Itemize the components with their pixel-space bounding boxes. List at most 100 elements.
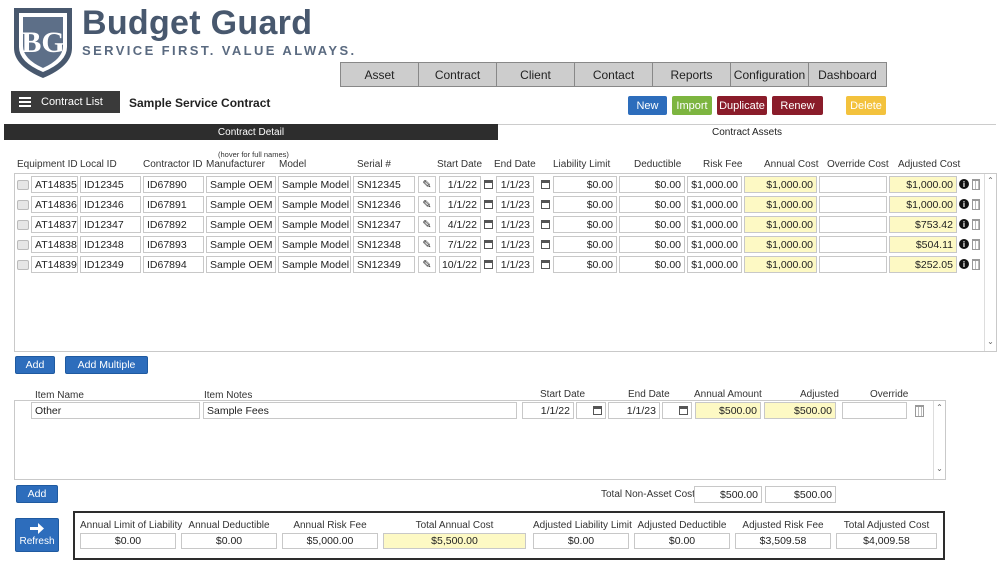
asset-cell-equipment-id[interactable]: AT14837 <box>31 216 78 233</box>
asset-cell-contractor-id[interactable]: ID67894 <box>143 256 204 273</box>
nav-tab-contact[interactable]: Contact <box>574 62 652 87</box>
calendar-icon[interactable] <box>541 180 550 189</box>
asset-cell-override[interactable] <box>819 176 887 193</box>
asset-cell-model[interactable]: Sample Model <box>278 256 351 273</box>
asset-cell-serial[interactable]: SN12347 <box>353 216 415 233</box>
edit-pencil-icon[interactable]: ✎ <box>418 236 436 253</box>
scroll-down-icon[interactable]: ⌄ <box>987 337 994 346</box>
asset-cell-local-id[interactable]: ID12347 <box>80 216 141 233</box>
asset-cell-equipment-id[interactable]: AT14838 <box>31 236 78 253</box>
duplicate-button[interactable]: Duplicate <box>717 96 767 115</box>
delete-button[interactable]: Delete <box>846 96 886 115</box>
date-picker-button[interactable] <box>576 402 606 419</box>
asset-cell-adjusted[interactable]: $753.42 <box>889 216 957 233</box>
asset-cell-deductible[interactable]: $0.00 <box>619 196 685 213</box>
nav-tab-asset[interactable]: Asset <box>340 62 418 87</box>
refresh-button[interactable]: Refresh <box>15 518 59 552</box>
tab-contract-detail[interactable]: Contract Detail <box>4 124 498 140</box>
asset-cell-local-id[interactable]: ID12349 <box>80 256 141 273</box>
fee-table-scrollbar[interactable]: ⌃ ⌄ <box>933 401 945 479</box>
nav-tab-configuration[interactable]: Configuration <box>730 62 808 87</box>
calendar-icon[interactable] <box>541 260 550 269</box>
asset-cell-end[interactable]: 1/1/23 <box>496 176 534 193</box>
asset-cell-adjusted[interactable]: $1,000.00 <box>889 196 957 213</box>
add-asset-button[interactable]: Add <box>15 356 55 374</box>
asset-cell-manufacturer[interactable]: Sample OEM <box>206 216 276 233</box>
edit-pencil-icon[interactable]: ✎ <box>418 216 436 233</box>
contract-list-button[interactable]: Contract List <box>11 91 120 113</box>
row-select-icon[interactable] <box>17 260 29 270</box>
asset-cell-annual[interactable]: $1,000.00 <box>744 236 817 253</box>
scroll-up-icon[interactable]: ⌃ <box>987 176 994 185</box>
trash-icon[interactable] <box>972 199 980 210</box>
calendar-icon[interactable] <box>484 220 493 229</box>
asset-cell-annual[interactable]: $1,000.00 <box>744 216 817 233</box>
asset-cell-end[interactable]: 1/1/23 <box>496 256 534 273</box>
nav-tab-reports[interactable]: Reports <box>652 62 730 87</box>
row-select-icon[interactable] <box>17 200 29 210</box>
asset-cell-risk-fee[interactable]: $1,000.00 <box>687 216 742 233</box>
nav-tab-contract[interactable]: Contract <box>418 62 496 87</box>
asset-cell-risk-fee[interactable]: $1,000.00 <box>687 256 742 273</box>
asset-cell-serial[interactable]: SN12348 <box>353 236 415 253</box>
trash-icon[interactable] <box>972 239 980 250</box>
row-select-icon[interactable] <box>17 220 29 230</box>
asset-cell-local-id[interactable]: ID12348 <box>80 236 141 253</box>
asset-cell-start[interactable]: 4/1/22 <box>439 216 481 233</box>
asset-cell-annual[interactable]: $1,000.00 <box>744 256 817 273</box>
edit-pencil-icon[interactable]: ✎ <box>418 256 436 273</box>
calendar-icon[interactable] <box>541 220 550 229</box>
asset-cell-override[interactable] <box>819 196 887 213</box>
trash-icon[interactable] <box>972 179 980 190</box>
renew-button[interactable]: Renew <box>772 96 823 115</box>
trash-icon[interactable] <box>972 259 980 270</box>
asset-cell-annual[interactable]: $1,000.00 <box>744 196 817 213</box>
asset-cell-risk-fee[interactable]: $1,000.00 <box>687 176 742 193</box>
calendar-icon[interactable] <box>541 240 550 249</box>
asset-cell-model[interactable]: Sample Model <box>278 176 351 193</box>
fee-cell-name[interactable]: Other <box>31 402 200 419</box>
fee-cell-annual[interactable]: $500.00 <box>695 402 761 419</box>
asset-cell-adjusted[interactable]: $1,000.00 <box>889 176 957 193</box>
asset-cell-manufacturer[interactable]: Sample OEM <box>206 236 276 253</box>
asset-cell-equipment-id[interactable]: AT14835 <box>31 176 78 193</box>
add-multiple-button[interactable]: Add Multiple <box>65 356 148 374</box>
asset-cell-adjusted[interactable]: $252.05 <box>889 256 957 273</box>
asset-cell-deductible[interactable]: $0.00 <box>619 256 685 273</box>
asset-cell-contractor-id[interactable]: ID67890 <box>143 176 204 193</box>
asset-table-scrollbar[interactable]: ⌃ ⌄ <box>984 174 996 351</box>
info-icon[interactable]: i <box>959 259 969 269</box>
asset-cell-liability[interactable]: $0.00 <box>553 196 617 213</box>
calendar-icon[interactable] <box>484 260 493 269</box>
fee-cell-notes[interactable]: Sample Fees <box>203 402 517 419</box>
scroll-up-icon[interactable]: ⌃ <box>936 403 943 412</box>
asset-cell-start[interactable]: 10/1/22 <box>439 256 481 273</box>
new-button[interactable]: New <box>628 96 667 115</box>
asset-cell-serial[interactable]: SN12349 <box>353 256 415 273</box>
trash-icon[interactable] <box>972 219 980 230</box>
calendar-icon[interactable] <box>484 180 493 189</box>
asset-cell-local-id[interactable]: ID12346 <box>80 196 141 213</box>
asset-cell-adjusted[interactable]: $504.11 <box>889 236 957 253</box>
asset-cell-manufacturer[interactable]: Sample OEM <box>206 256 276 273</box>
info-icon[interactable]: i <box>959 199 969 209</box>
asset-cell-override[interactable] <box>819 256 887 273</box>
info-icon[interactable]: i <box>959 239 969 249</box>
nav-tab-client[interactable]: Client <box>496 62 574 87</box>
asset-cell-annual[interactable]: $1,000.00 <box>744 176 817 193</box>
fee-cell-override[interactable] <box>842 402 907 419</box>
tab-contract-assets[interactable]: Contract Assets <box>498 124 996 140</box>
calendar-icon[interactable] <box>484 240 493 249</box>
asset-cell-start[interactable]: 7/1/22 <box>439 236 481 253</box>
asset-cell-liability[interactable]: $0.00 <box>553 256 617 273</box>
fee-cell-end[interactable]: 1/1/23 <box>608 402 660 419</box>
asset-cell-equipment-id[interactable]: AT14836 <box>31 196 78 213</box>
asset-cell-liability[interactable]: $0.00 <box>553 216 617 233</box>
asset-cell-override[interactable] <box>819 216 887 233</box>
row-select-icon[interactable] <box>17 180 29 190</box>
asset-cell-contractor-id[interactable]: ID67892 <box>143 216 204 233</box>
asset-cell-end[interactable]: 1/1/23 <box>496 196 534 213</box>
asset-cell-liability[interactable]: $0.00 <box>553 236 617 253</box>
asset-cell-deductible[interactable]: $0.00 <box>619 216 685 233</box>
asset-cell-start[interactable]: 1/1/22 <box>439 176 481 193</box>
